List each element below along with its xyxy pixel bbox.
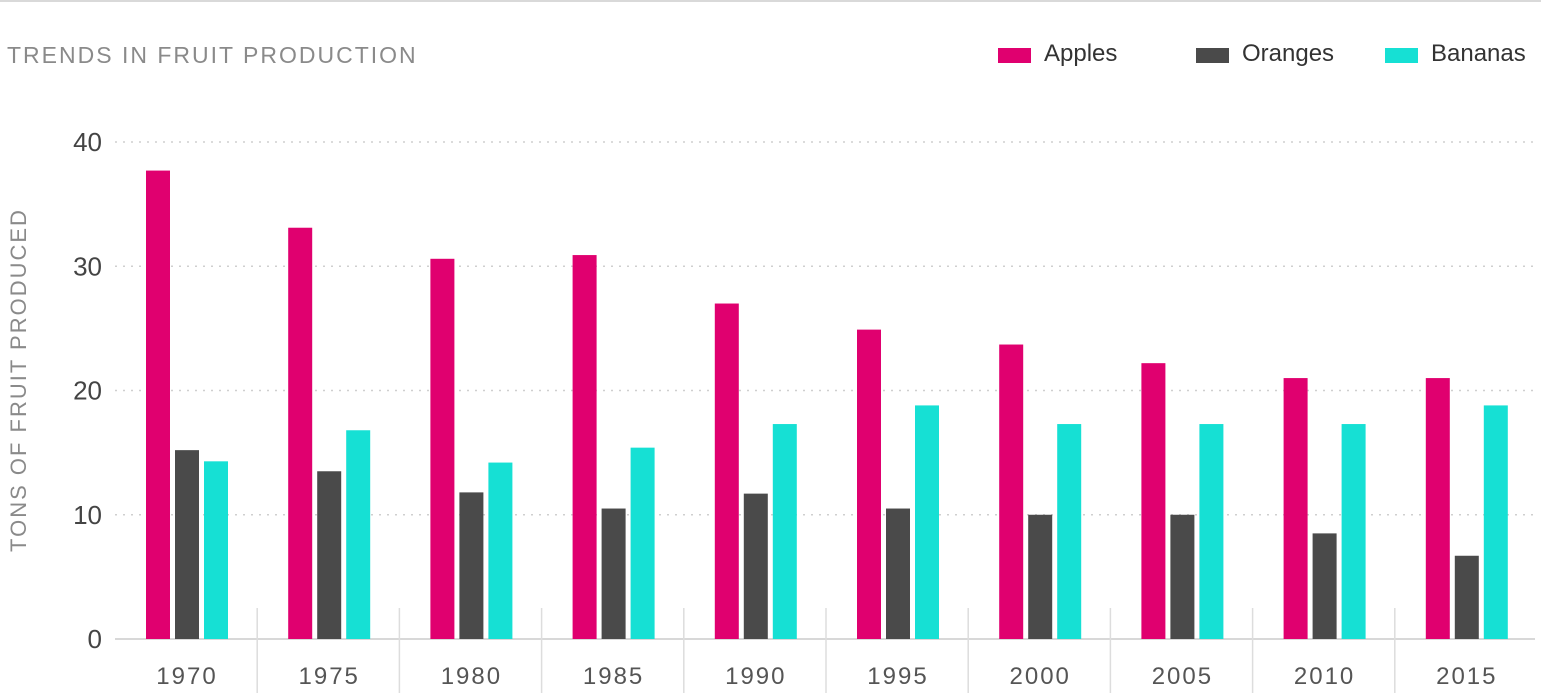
chart-title: TRENDS IN FRUIT PRODUCTION <box>7 42 418 68</box>
bar-bananas-2015 <box>1483 405 1508 639</box>
bar-bananas-1995 <box>915 405 939 639</box>
bar-apples-1995 <box>857 329 881 639</box>
legend-swatch-apples <box>998 48 1031 63</box>
bar-oranges-1990 <box>743 493 768 639</box>
x-tick-label: 1975 <box>299 663 360 690</box>
bar-apples-2010 <box>1283 378 1308 639</box>
legend-label-bananas: Bananas <box>1431 40 1526 67</box>
y-tick-label: 0 <box>88 624 102 654</box>
bar-oranges-2015 <box>1454 555 1479 639</box>
y-tick-label: 40 <box>73 127 102 157</box>
bar-bananas-1990 <box>772 424 797 639</box>
bar-apples-1970 <box>146 170 170 639</box>
bar-oranges-1980 <box>459 492 484 639</box>
bar-oranges-1995 <box>886 508 910 639</box>
bar-bananas-1970 <box>204 461 228 639</box>
bar-oranges-2000 <box>1028 514 1053 639</box>
x-tick-label: 2000 <box>1010 663 1071 690</box>
bar-bananas-1980 <box>488 462 513 639</box>
x-tick-label: 1980 <box>441 663 502 690</box>
legend-label-apples: Apples <box>1044 40 1118 67</box>
x-tick-label: 1995 <box>867 663 928 690</box>
bar-apples-1990 <box>714 303 739 639</box>
bar-apples-2015 <box>1425 378 1450 639</box>
bar-oranges-1985 <box>601 508 626 639</box>
x-tick-label: 2005 <box>1152 663 1213 690</box>
legend-swatch-oranges <box>1196 48 1229 63</box>
y-tick-label: 20 <box>73 376 102 406</box>
x-tick-label: 2010 <box>1294 663 1355 690</box>
bar-oranges-2005 <box>1170 514 1195 639</box>
bar-bananas-1975 <box>346 430 371 639</box>
legend-label-oranges: Oranges <box>1242 40 1335 67</box>
legend-swatch-bananas <box>1385 48 1418 63</box>
bar-apples-1975 <box>288 227 313 640</box>
bar-oranges-1975 <box>317 471 342 639</box>
x-tick-label: 2015 <box>1436 663 1497 690</box>
x-tick-label: 1985 <box>583 663 644 690</box>
bar-bananas-1985 <box>630 447 655 639</box>
bar-bananas-2005 <box>1199 424 1224 639</box>
bar-oranges-1970 <box>175 450 199 639</box>
legend: Apples Oranges Bananas <box>0 38 1541 72</box>
top-rule <box>0 0 1541 2</box>
bar-apples-2005 <box>1141 363 1166 639</box>
y-tick-label: 10 <box>73 500 102 530</box>
bar-apples-1985 <box>572 255 597 639</box>
bar-apples-2000 <box>999 344 1024 639</box>
y-tick-label: 30 <box>73 251 102 281</box>
bar-apples-1980 <box>430 258 455 639</box>
bar-bananas-2000 <box>1057 424 1082 639</box>
bar-oranges-2010 <box>1312 533 1337 639</box>
x-tick-label: 1990 <box>725 663 786 690</box>
bar-bananas-2010 <box>1341 424 1366 639</box>
x-tick-label: 1970 <box>156 663 217 690</box>
